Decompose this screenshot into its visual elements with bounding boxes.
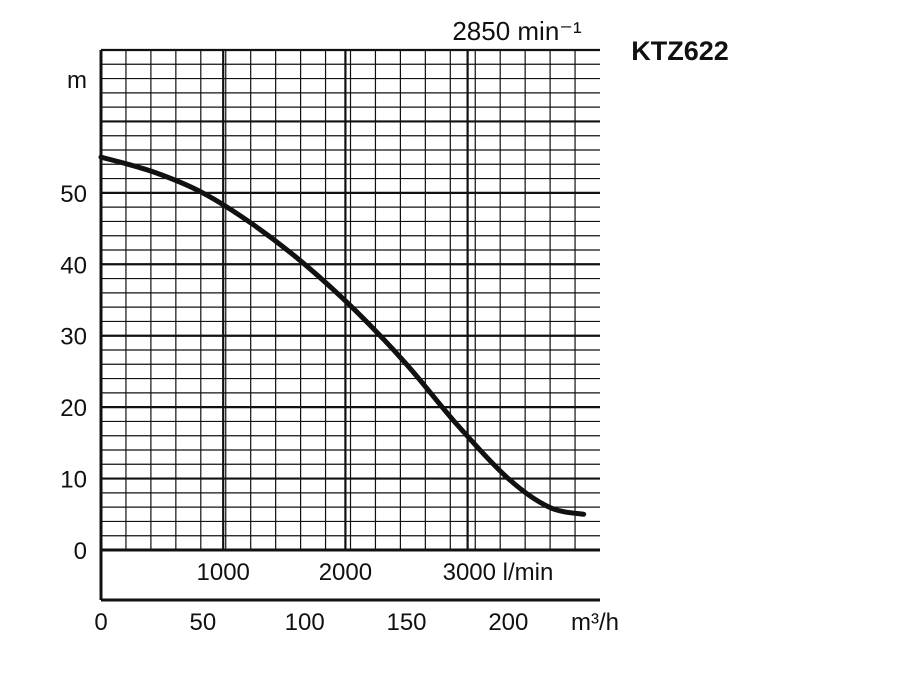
y-axis-label: m	[67, 67, 87, 94]
y-tick-label: 30	[60, 324, 87, 351]
x-tick-labels: 0 50 100 150 200	[94, 609, 528, 636]
x-tick-label: 100	[285, 609, 325, 636]
secondary-x-tick-label: 2000	[319, 559, 372, 586]
grid-major	[101, 48, 600, 550]
x-tick-label: 0	[94, 609, 107, 636]
chart-title: KTZ622	[631, 36, 729, 66]
x-tick-label: 200	[488, 609, 528, 636]
speed-label: 2850 min⁻¹	[452, 16, 582, 46]
y-tick-label: 0	[74, 538, 87, 565]
secondary-x-tick-label: 1000	[197, 559, 250, 586]
x-axis-unit-label: m³/h	[571, 609, 619, 636]
secondary-x-tick-labels: 1000 2000 3000 l/min	[197, 559, 554, 586]
y-tick-label: 40	[60, 252, 87, 279]
series-line	[98, 154, 587, 517]
x-tick-label: 150	[386, 609, 426, 636]
grid-minor	[101, 50, 600, 550]
y-tick-labels: 0 10 20 30 40 50	[60, 181, 87, 565]
y-tick-label: 50	[60, 181, 87, 208]
x-tick-label: 50	[189, 609, 216, 636]
secondary-x-tick-label: 3000 l/min	[443, 559, 554, 586]
y-tick-label: 10	[60, 467, 87, 494]
y-tick-label: 20	[60, 395, 87, 422]
